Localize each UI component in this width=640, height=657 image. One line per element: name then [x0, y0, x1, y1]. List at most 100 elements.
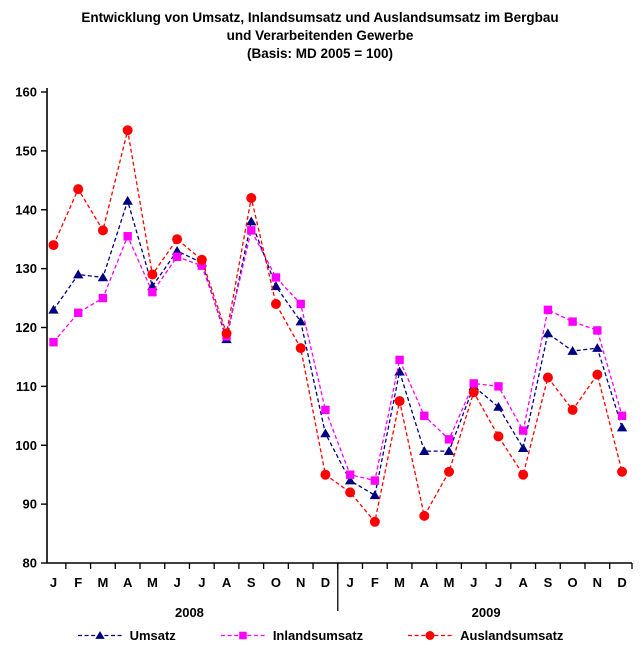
month-label: M: [98, 575, 109, 590]
data-point-square: [543, 305, 553, 315]
data-point-square: [370, 476, 380, 485]
data-point-square: [345, 470, 355, 479]
data-point-circle: [97, 225, 108, 236]
data-point-triangle: [369, 490, 381, 500]
chart-title-line-2: und Verarbeitenden Gewerbe: [226, 28, 414, 43]
data-point-circle: [444, 466, 455, 477]
data-point-circle: [567, 404, 578, 415]
data-point-triangle: [122, 195, 133, 205]
data-point-circle: [419, 510, 430, 521]
month-label: A: [420, 575, 430, 590]
data-point-square: [239, 631, 247, 639]
y-tick-label: 120: [15, 320, 37, 335]
series-inlandsumsatz-line: [53, 228, 623, 482]
data-point-square: [98, 293, 108, 303]
data-point-square: [247, 226, 256, 235]
data-point-circle: [617, 466, 628, 477]
data-point-circle: [493, 431, 504, 442]
year-labels: 2008 2009: [175, 563, 501, 620]
month-label: M: [444, 575, 455, 590]
year-label: 2008: [175, 605, 204, 620]
data-point-triangle: [616, 422, 628, 432]
y-tick-label: 160: [15, 85, 37, 100]
y-tick-label: 80: [23, 556, 37, 571]
data-point-square: [148, 287, 157, 297]
month-label: J: [173, 575, 180, 590]
month-label: A: [123, 575, 133, 590]
data-point-triangle: [270, 281, 282, 291]
data-point-circle: [270, 298, 281, 309]
month-label: D: [617, 575, 626, 590]
data-point-circle: [518, 469, 529, 480]
data-point-circle: [320, 469, 331, 480]
legend-marker-umsatz: [77, 630, 122, 639]
data-point-triangle: [344, 475, 356, 485]
month-label: N: [593, 575, 602, 590]
data-point-circle: [246, 192, 257, 203]
chart-title: Entwicklung von Umsatz, Inlandsumsatz un…: [0, 0, 640, 63]
data-point-circle: [172, 234, 183, 245]
series-auslandsumsatz-markers: [48, 125, 628, 527]
data-point-square: [593, 326, 602, 335]
data-point-square: [49, 338, 58, 347]
data-point-square: [568, 317, 577, 326]
data-point-circle: [394, 396, 405, 407]
month-label: F: [371, 575, 379, 590]
month-label: M: [394, 575, 405, 590]
axes: [46, 88, 632, 564]
month-label: D: [321, 575, 330, 590]
data-point-circle: [147, 269, 158, 280]
month-label: J: [50, 575, 57, 590]
y-tick-label: 150: [15, 143, 37, 158]
series-inlandsumsatz: [49, 226, 627, 485]
month-label: J: [495, 575, 502, 590]
y-tick-label: 130: [15, 261, 37, 276]
month-label: N: [296, 575, 305, 590]
data-point-circle: [221, 328, 232, 339]
data-point-square: [321, 405, 330, 415]
data-point-circle: [425, 630, 435, 640]
legend-item-umsatz: Umsatz: [77, 628, 176, 643]
data-point-square: [197, 261, 207, 270]
data-point-circle: [592, 369, 603, 380]
legend-label-inlandsumsatz: Inlandsumsatz: [272, 627, 364, 643]
data-point-triangle: [97, 272, 109, 282]
month-label: M: [147, 575, 158, 590]
y-tick-label: 90: [23, 497, 37, 512]
data-point-triangle: [48, 304, 59, 314]
data-point-triangle: [94, 630, 105, 639]
series-umsatz-line: [52, 198, 623, 497]
series-auslandsumsatz: [48, 125, 628, 527]
y-tick-label: 110: [16, 379, 37, 394]
data-point-square: [494, 382, 503, 391]
data-point-triangle: [394, 366, 405, 376]
legend-item-auslandsumsatz: Auslandsumsatz: [407, 628, 563, 643]
data-point-triangle: [320, 428, 331, 438]
data-point-triangle: [171, 245, 183, 255]
data-point-square: [395, 355, 404, 365]
y-tick-label: 140: [15, 202, 37, 217]
data-point-circle: [295, 343, 306, 354]
data-point-triangle: [295, 316, 306, 326]
data-point-triangle: [567, 346, 578, 355]
series-umsatz: [48, 195, 628, 500]
y-tick-label: 100: [15, 438, 37, 453]
month-label: J: [347, 575, 354, 590]
month-label: F: [74, 575, 82, 590]
y-axis-labels: 80 90 100 110 120 130 140 150 160: [15, 85, 47, 571]
month-label: S: [247, 575, 256, 590]
data-point-circle: [196, 254, 207, 265]
data-point-triangle: [592, 343, 603, 352]
data-point-square: [74, 308, 83, 317]
month-label: J: [198, 575, 205, 590]
data-point-circle: [73, 184, 84, 195]
data-point-triangle: [443, 446, 455, 455]
data-point-square: [617, 411, 627, 421]
month-label: A: [222, 575, 232, 590]
data-point-square: [172, 252, 182, 262]
legend-marker-auslandsumsatz: [408, 630, 453, 640]
chart-title-line-3: (Basis: MD 2005 = 100): [247, 46, 393, 61]
month-label: O: [271, 575, 281, 590]
